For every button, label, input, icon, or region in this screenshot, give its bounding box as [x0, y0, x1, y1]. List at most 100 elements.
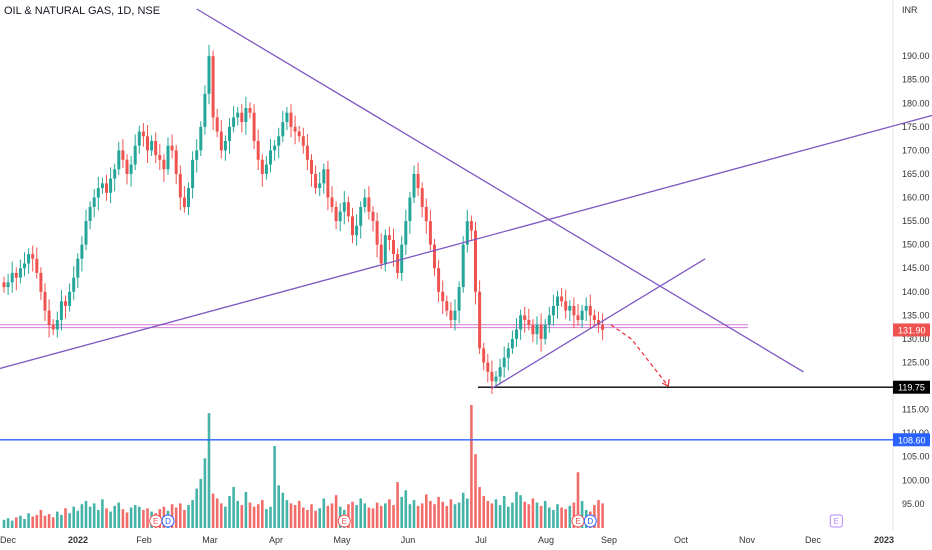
- candle-body: [55, 320, 59, 330]
- volume-bar: [539, 505, 543, 528]
- volume-bar: [523, 501, 526, 528]
- candle-body: [469, 221, 473, 231]
- candle-body: [326, 169, 330, 198]
- candle-body: [465, 221, 469, 245]
- x-tick-label: Sep: [601, 535, 617, 545]
- volume-bar: [146, 508, 149, 528]
- candle-body: [322, 169, 326, 184]
- volume-bar: [326, 505, 330, 528]
- volume-bar: [490, 503, 494, 528]
- volume-bar: [277, 485, 280, 528]
- volume-bar: [125, 512, 129, 528]
- candle-body: [535, 324, 539, 335]
- volume-bar: [138, 506, 141, 528]
- candle-body: [592, 315, 596, 321]
- candle-body: [551, 305, 555, 316]
- candle-body: [580, 310, 584, 321]
- x-tick-label: Dec: [805, 535, 822, 545]
- candle-body: [330, 197, 334, 207]
- volume-bar: [47, 514, 51, 528]
- x-tick-label: Oct: [674, 535, 689, 545]
- candle-body: [248, 107, 252, 113]
- volume-bar: [437, 496, 440, 528]
- candle-body: [375, 221, 379, 245]
- volume-bar: [420, 503, 424, 528]
- volume-bar: [453, 504, 457, 528]
- candle-body: [219, 131, 223, 151]
- candle-body: [96, 188, 100, 198]
- candle-body: [494, 376, 498, 382]
- y-tick-label: 180.00: [902, 98, 930, 108]
- trendline: [0, 114, 932, 370]
- candle-body: [240, 112, 244, 123]
- volume-bar: [367, 507, 371, 528]
- volume-bar: [466, 498, 469, 528]
- candle-body: [121, 150, 125, 160]
- candle-body: [334, 206, 338, 222]
- volume-bar: [261, 500, 264, 528]
- volume-bar: [97, 509, 100, 528]
- volume-bar: [498, 505, 502, 528]
- candle-body: [556, 296, 559, 306]
- volume-bar: [289, 503, 293, 528]
- candle-body: [445, 301, 449, 311]
- candle-body: [281, 122, 285, 137]
- candle-body: [420, 188, 424, 207]
- candle-body: [27, 254, 31, 264]
- event-marker[interactable]: [161, 514, 175, 528]
- candle-body: [105, 183, 108, 193]
- candle-body: [228, 126, 231, 141]
- candle-body: [2, 282, 6, 288]
- candle-body: [547, 315, 551, 325]
- candle-body: [305, 145, 309, 160]
- volume-bar: [211, 493, 215, 528]
- volume-bar: [35, 514, 39, 528]
- candle-body: [113, 169, 117, 179]
- event-marker[interactable]: [829, 514, 843, 528]
- volume-bar: [412, 500, 416, 528]
- volume-bar: [256, 504, 260, 528]
- candle-body: [568, 305, 572, 311]
- volume-bar: [76, 510, 80, 528]
- volume-bar: [121, 509, 125, 528]
- volume-bar: [302, 507, 305, 528]
- candle-body: [277, 136, 281, 146]
- volume-bar: [2, 519, 6, 528]
- candle-body: [531, 324, 535, 335]
- candle-body: [252, 112, 256, 141]
- volume-bar: [293, 505, 297, 528]
- currency-label: INR: [902, 5, 918, 15]
- candle-body: [273, 145, 277, 151]
- candle-body: [158, 155, 162, 160]
- event-marker[interactable]: [583, 514, 597, 528]
- volume-bar: [334, 495, 338, 528]
- volume-bar: [240, 505, 244, 528]
- volume-bar: [105, 508, 108, 528]
- candle-body: [39, 272, 43, 292]
- candle-body: [433, 244, 436, 269]
- event-marker[interactable]: [337, 514, 351, 528]
- candle-body: [523, 315, 527, 321]
- volume-bar: [43, 515, 47, 528]
- candle-body: [137, 131, 141, 146]
- volume-bar: [375, 502, 379, 528]
- volume-bar: [408, 504, 412, 528]
- candle-body: [461, 244, 465, 288]
- volume-bar: [535, 502, 539, 528]
- candle-body: [182, 197, 186, 207]
- volume-bar: [84, 500, 88, 528]
- volume-bar: [215, 498, 219, 528]
- event-marker-label: D: [165, 517, 171, 526]
- candle-body: [416, 173, 420, 189]
- x-tick-label: Mar: [202, 535, 218, 545]
- volume-bar: [601, 503, 604, 528]
- x-tick-label: Jul: [475, 535, 487, 545]
- volume-bar: [269, 506, 272, 528]
- volume-bar: [404, 490, 408, 528]
- volume-bar: [265, 509, 268, 528]
- volume-bar: [27, 513, 30, 528]
- candle-body: [68, 291, 72, 306]
- volume-bar: [449, 499, 453, 528]
- candle-body: [346, 202, 350, 217]
